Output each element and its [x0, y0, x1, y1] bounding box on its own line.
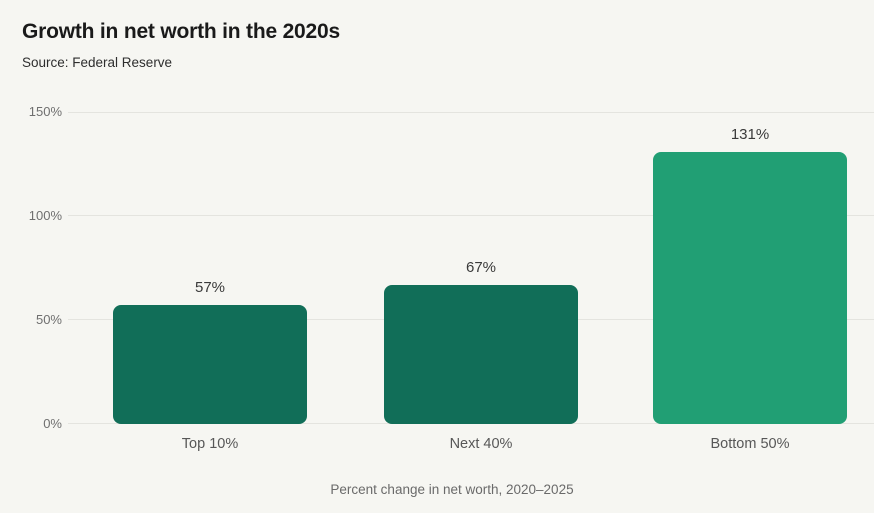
chart-source: Source: Federal Reserve: [22, 55, 173, 70]
bar-next-40: [384, 284, 578, 424]
chart-title: Growth in net worth in the 2020s: [22, 20, 340, 43]
bar-value-label-next-40: 67%: [465, 258, 497, 276]
y-axis-tick-label-100: 100%: [28, 208, 62, 223]
bar-value-label-top-10: 57%: [194, 279, 226, 297]
y-axis-tick-label-0: 0%: [43, 416, 62, 431]
y-axis-tick-label-50: 50%: [35, 312, 62, 327]
bar-value-label-bottom-50: 131%: [730, 125, 770, 143]
gridline-150: [68, 112, 874, 113]
x-axis-label-next-40: Next 40%: [449, 436, 513, 452]
x-axis-label-bottom-50: Bottom 50%: [710, 436, 790, 452]
bar-chart-plot-area: 0% 50% 100% 150% 57% Top 10% 67% Next 40% 131% Bo…: [0, 104, 874, 452]
gridline-100: [68, 215, 874, 216]
bar-bottom-50: [653, 151, 847, 424]
bar-top-10: [113, 305, 307, 424]
y-axis-tick-label-150: 150%: [28, 104, 62, 119]
chart-caption: Percent change in net worth, 2020–2025: [330, 482, 574, 497]
x-axis-label-top-10: Top 10%: [181, 436, 239, 452]
